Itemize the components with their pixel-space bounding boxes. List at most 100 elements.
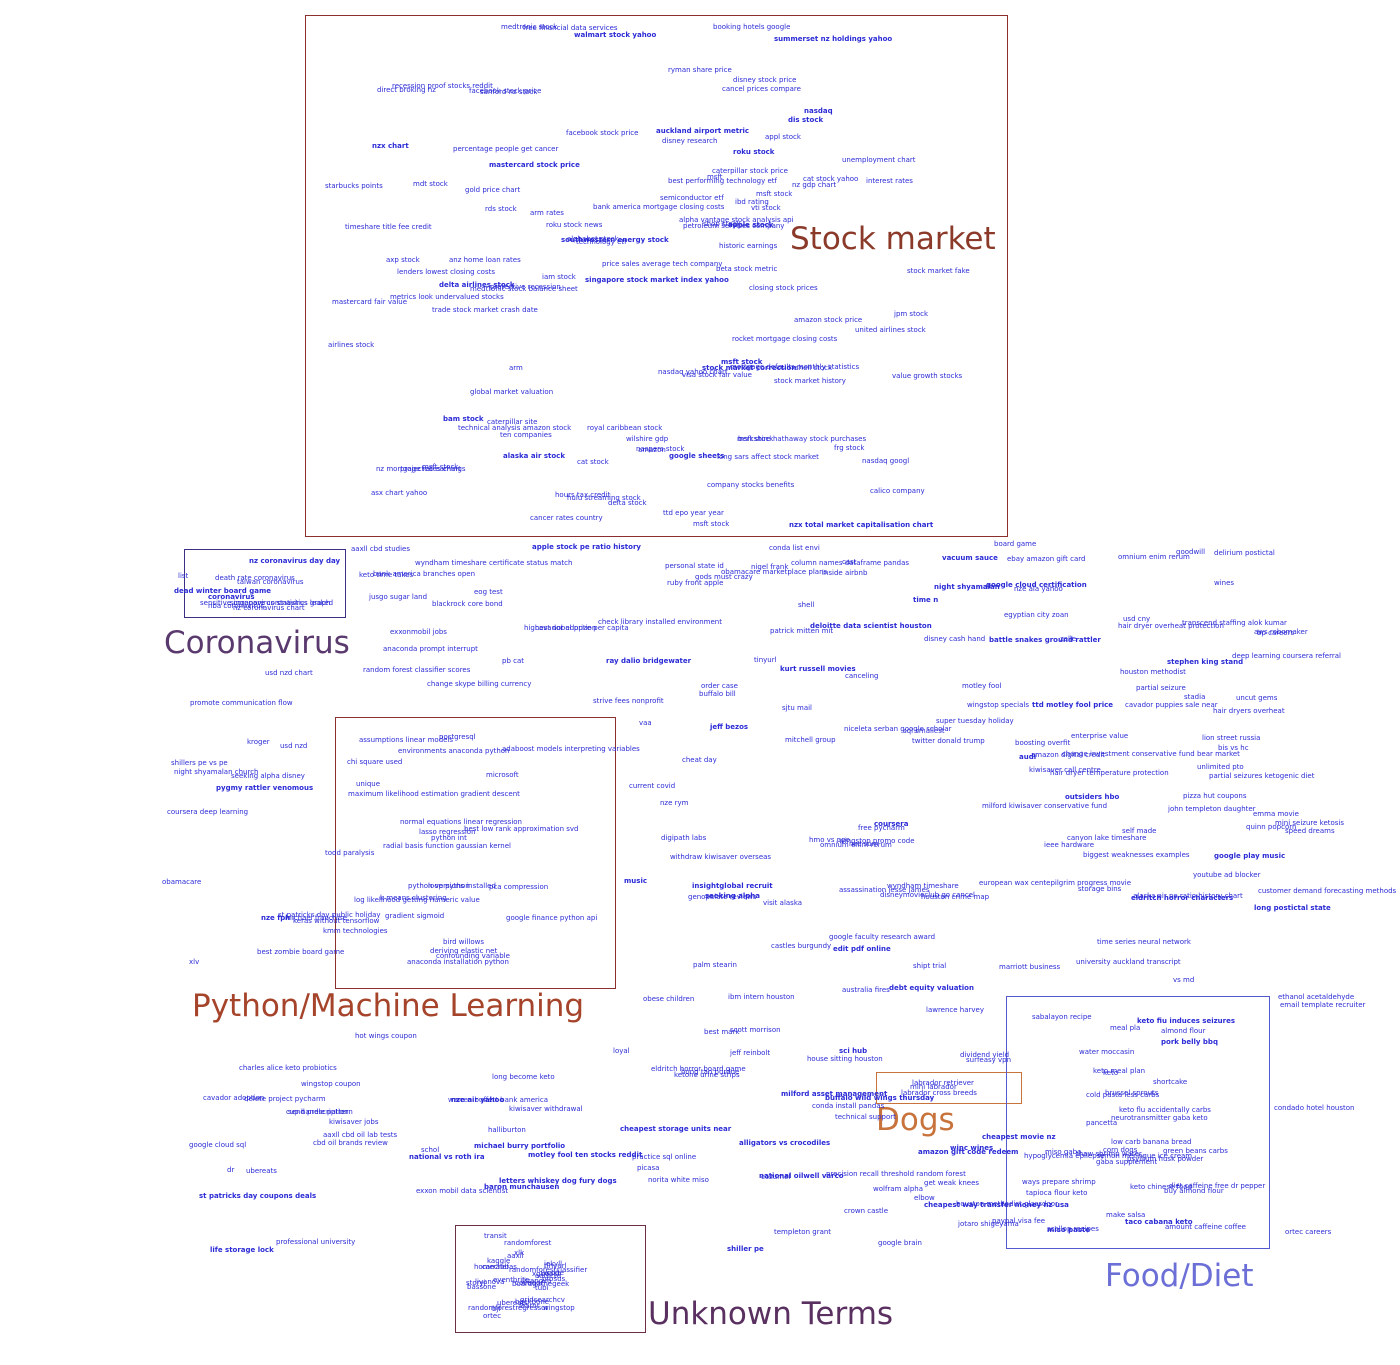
term-label: ortec — [483, 1312, 502, 1320]
term-label: conda install pandas — [812, 1102, 885, 1110]
term-label: united airlines stock — [855, 326, 926, 334]
term-label: mini labrador — [910, 1083, 957, 1091]
term-label: house sitting houston — [807, 1055, 883, 1063]
term-label: shell stock — [795, 364, 833, 372]
term-label: night shyamalan — [934, 583, 1000, 591]
term-label: xlv — [189, 958, 200, 966]
term-label: current covid — [629, 782, 676, 790]
term-label: sjtu mail — [782, 704, 812, 712]
term-label: projected earnings — [400, 465, 466, 473]
term-label: iam stock — [542, 273, 576, 281]
term-label: direct broking nz — [377, 86, 436, 94]
term-label: vacuum sauce — [942, 554, 998, 562]
term-label: time n — [913, 596, 939, 604]
term-label: palm stearin — [693, 961, 737, 969]
term-label: hulu streaming stock — [567, 494, 641, 502]
term-label: debt equity valuation — [889, 984, 974, 992]
term-label: bassone — [467, 1283, 497, 1291]
term-label: nzx total market capitalisation chart — [789, 521, 934, 529]
term-label: livanova — [522, 1277, 552, 1285]
term-label: european wax centepilgrim progress movie — [979, 879, 1132, 887]
term-label: jeff reinbolt — [730, 1049, 771, 1057]
term-label: dividend yield — [960, 1051, 1010, 1059]
term-label: jekyll — [544, 1260, 563, 1268]
term-label: eog test — [474, 588, 503, 596]
term-label: stock market correction — [702, 364, 797, 372]
term-label: interest rates — [866, 177, 913, 185]
term-label: value growth stocks — [892, 372, 963, 380]
term-label: schol — [421, 1146, 440, 1154]
term-label: kiwisaver call centre — [1029, 766, 1101, 774]
term-label: coursera deep learning — [167, 808, 249, 816]
term-label: caterpillar stock price — [712, 167, 788, 175]
term-label: nze sum — [849, 840, 879, 848]
term-label: kiwisaver jobs — [329, 1118, 379, 1126]
term-label: bp careers — [1257, 629, 1295, 637]
term-label: baron munchausen — [484, 1183, 560, 1191]
term-label: nz coronavirus chart — [233, 604, 305, 612]
term-label: biggest weaknesses examples — [1083, 851, 1190, 859]
term-label: cavador adoption — [535, 624, 597, 632]
term-label: castles burgundy — [771, 942, 832, 950]
term-label: closing stock prices — [749, 284, 818, 292]
term-label: miso paste — [1047, 1226, 1091, 1234]
term-label: usd cny — [1123, 615, 1151, 623]
term-label: ten companies — [500, 431, 552, 439]
term-label: ketone urine strips — [674, 1071, 740, 1079]
cluster-label-dogs: Dogs — [876, 1102, 955, 1138]
term-label: genopalate reviews — [688, 893, 757, 901]
term-label: bis vs hc — [1218, 744, 1249, 752]
term-label: dr — [227, 1166, 235, 1174]
term-label: mdt stock — [413, 180, 448, 188]
term-label: keto — [1103, 1069, 1119, 1077]
term-label: berkshire hathaway stock purchases — [738, 435, 867, 443]
term-label: paypal visa fee — [992, 1217, 1046, 1225]
term-label: southwestern energy stock — [561, 236, 669, 244]
term-label: todd paralysis — [325, 849, 375, 857]
term-label: arm — [509, 364, 523, 372]
term-label: university auckland transcript — [1076, 958, 1181, 966]
term-label: long sars affect stock market — [717, 453, 819, 461]
term-label: enterprise value — [1071, 732, 1129, 740]
term-label: amazon gift code redeem — [918, 1148, 1019, 1156]
term-label: order case — [701, 682, 738, 690]
cluster-box-unknown-terms — [455, 1225, 646, 1333]
term-label: exxon mobil data scientist — [416, 1187, 509, 1195]
term-label: milford kiwisaver conservative fund — [982, 802, 1108, 810]
cluster-box-dogs — [876, 1072, 1022, 1104]
term-label: historic earnings — [719, 242, 778, 250]
term-label: deriving elastic net — [430, 947, 498, 955]
term-label: bjf — [492, 1305, 501, 1313]
term-label: highest nobel prize per capita — [524, 624, 629, 632]
term-label: scallop recipes — [1047, 1225, 1099, 1233]
term-label: delete project pycharm — [244, 1095, 326, 1103]
term-label: assassination jesse james — [839, 886, 930, 894]
term-label: shiller pe — [727, 1245, 764, 1253]
term-label: edit pdf online — [833, 945, 891, 953]
term-label: jotaro shigeyama — [958, 1220, 1019, 1228]
term-label: normal equations linear regression — [400, 818, 522, 826]
term-label: cheat day — [682, 756, 717, 764]
term-label: roku stock — [733, 148, 775, 156]
term-label: charles alice keto probiotics — [239, 1064, 337, 1072]
term-label: deep learning coursera referral — [1232, 652, 1341, 660]
term-label: facebook stock price — [566, 129, 639, 137]
term-label: technical analysis amazon stock — [458, 424, 572, 432]
term-label: check library installed environment — [598, 618, 722, 626]
term-label: warren buffett bank america — [448, 1096, 549, 1104]
term-label: apple stock — [728, 221, 774, 229]
term-label: singapore coronavirus graph — [230, 599, 331, 607]
term-label: nze rym — [660, 799, 689, 807]
term-label: mitchell group — [785, 736, 836, 744]
term-label: sanford nz stock — [480, 88, 538, 96]
term-label: zelle — [1060, 635, 1077, 643]
term-label: alpha vantage stock analysis api — [679, 216, 794, 224]
term-label: conda list envi — [769, 544, 820, 552]
term-label: boosting overfit — [1015, 739, 1071, 747]
term-label: jpm stock — [894, 310, 929, 318]
term-label: wilshire gdp — [626, 435, 669, 443]
term-label: partial seizure — [1136, 684, 1186, 692]
term-label: shortcake — [1153, 1078, 1188, 1086]
term-label: best performing technology etf — [668, 177, 777, 185]
term-label: tubi — [535, 1284, 549, 1292]
